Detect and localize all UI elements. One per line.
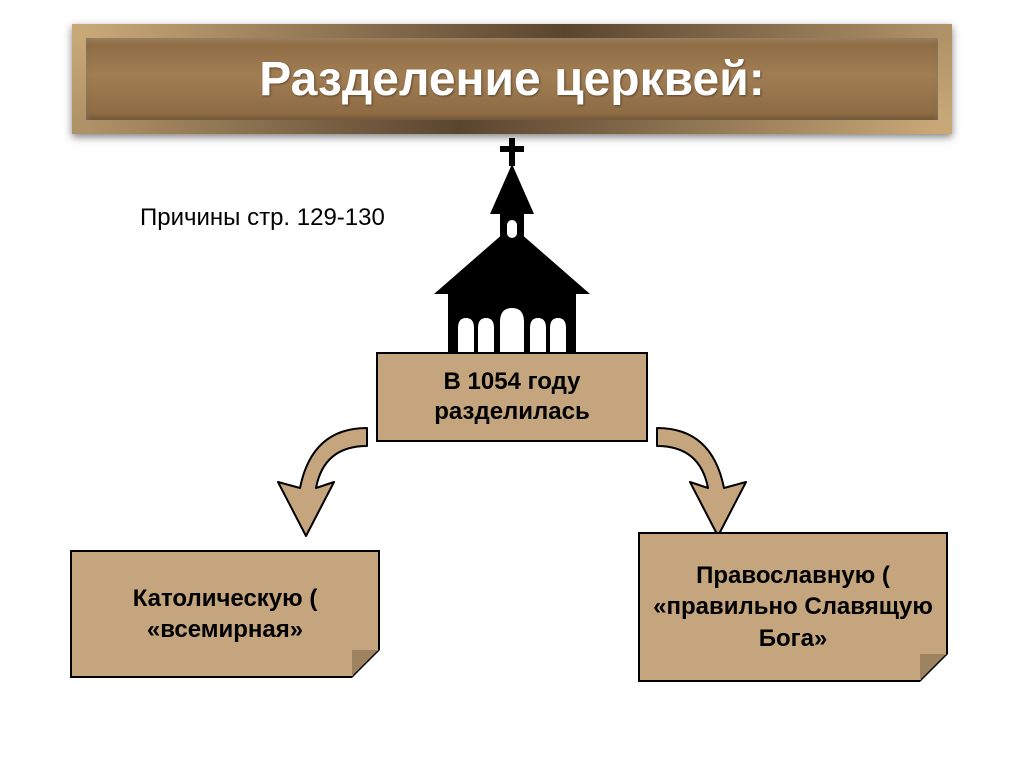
- left-note: Католическую ( «всемирная»: [70, 550, 380, 678]
- title-text: Разделение церквей:: [259, 52, 764, 107]
- title-banner: Разделение церквей:: [72, 24, 952, 134]
- church-icon: [422, 136, 602, 366]
- right-node-text: Православную ( «правильно Славящую Бога»: [650, 560, 936, 654]
- center-node: В 1054 году разделилась: [376, 352, 648, 442]
- right-node: Православную ( «правильно Славящую Бога»: [638, 532, 948, 682]
- right-note: Православную ( «правильно Славящую Бога»: [638, 532, 948, 682]
- center-node-text: В 1054 году разделилась: [384, 367, 640, 427]
- left-node: Католическую ( «всемирная»: [70, 550, 380, 678]
- subtitle-text: Причины стр. 129-130: [140, 204, 385, 232]
- arrow-left: [272, 418, 392, 558]
- left-node-text: Католическую ( «всемирная»: [82, 583, 368, 645]
